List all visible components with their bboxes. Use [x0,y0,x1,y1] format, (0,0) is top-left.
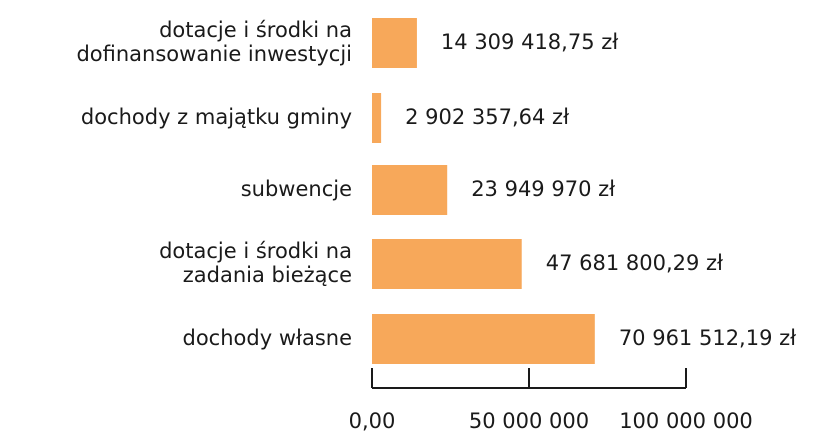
value-label: 2 902 357,64 zł [405,105,569,129]
value-label: 47 681 800,29 zł [546,251,723,275]
value-label: 23 949 970 zł [471,177,615,201]
x-tick-label: 50 000 000 [469,409,589,433]
category-label: dotacje i środki na [159,239,352,263]
bar [372,314,595,364]
bar [372,93,382,143]
bar [372,239,522,289]
category-label: dofinansowanie inwestycji [76,42,352,66]
category-label: dochody z majątku gminy [81,105,352,129]
category-label: dotacje i środki na [159,18,352,42]
value-label: 70 961 512,19 zł [619,326,796,350]
category-label: zadania bieżące [183,263,352,287]
x-tick-label: 0,00 [349,409,396,433]
category-label: subwencje [241,177,352,201]
bar [372,18,417,68]
category-label: dochody własne [183,326,353,350]
x-tick-label: 100 000 000 [619,409,753,433]
bar [372,165,448,215]
value-label: 14 309 418,75 zł [441,30,618,54]
